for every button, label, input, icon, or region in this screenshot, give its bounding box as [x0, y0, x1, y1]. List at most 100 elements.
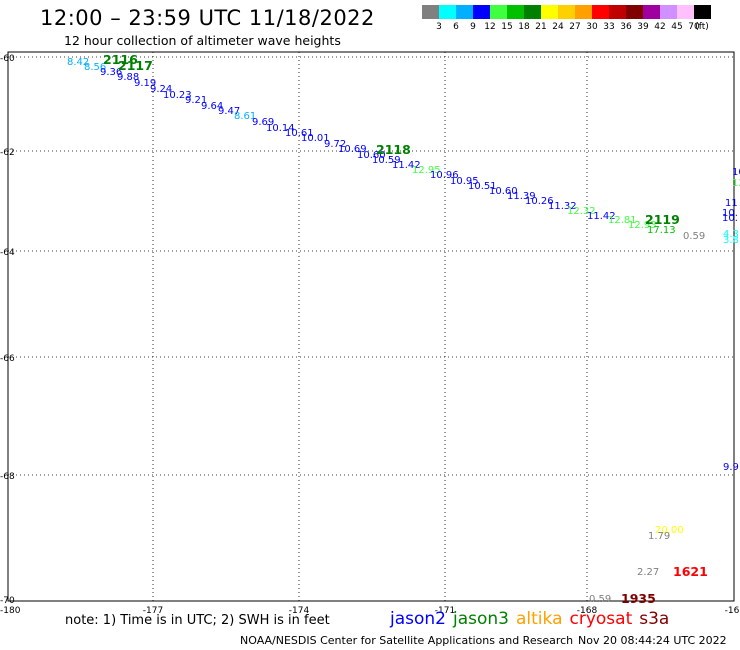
scale-tick-label: 3	[436, 22, 442, 32]
longitude-label: -171	[435, 606, 455, 616]
wave-height-label: 10.61	[285, 128, 314, 139]
wave-height-label: 11.32	[548, 201, 577, 212]
scale-swatch	[558, 5, 575, 19]
wave-height-label: 12.95	[412, 165, 441, 176]
pass-number-label: 1621	[673, 564, 708, 579]
wave-height-label: 10.69	[338, 144, 367, 155]
scale-swatch	[541, 5, 558, 19]
scale-swatch	[507, 5, 524, 19]
longitude-label: -174	[289, 606, 310, 616]
latitude-label: -62	[0, 148, 15, 158]
latitude-label: -66	[0, 354, 15, 364]
wave-height-label: 11.42	[392, 160, 421, 171]
wave-height-label: 9.47	[218, 106, 240, 117]
wave-height-label: 10.26	[525, 196, 554, 207]
scale-tick-label: 70	[688, 22, 700, 32]
longitude-label: -180	[0, 606, 21, 616]
wave-height-label: 9.69	[252, 117, 274, 128]
pass-number-label: 2119	[645, 212, 680, 227]
wave-height-label: 8.42	[67, 57, 89, 68]
wave-height-label: 12.93	[628, 220, 657, 231]
map-subtitle: 12 hour collection of altimeter wave hei…	[64, 33, 341, 48]
wave-height-label: 10.01	[301, 133, 330, 144]
scale-tick-label: 42	[654, 22, 666, 32]
scale-swatch	[643, 5, 660, 19]
scale-tick-label: 18	[518, 22, 530, 32]
map-frame	[7, 51, 735, 602]
wave-height-label: 11	[725, 198, 738, 209]
scale-tick-label: 39	[637, 22, 649, 32]
wave-height-label: 2.27	[637, 567, 659, 578]
wave-height-label: 9.72	[324, 139, 346, 150]
wave-height-label: 10.	[722, 213, 738, 224]
latitude-label: -68	[0, 472, 15, 482]
satellite-name-s3a: s3a	[639, 609, 670, 629]
scale-tick-label: 15	[501, 22, 513, 32]
scale-swatch	[609, 5, 626, 19]
wave-height-label: 9.19	[134, 78, 156, 89]
wave-height-label: 8.56	[84, 62, 106, 73]
wave-height-label: 10.	[722, 208, 738, 219]
longitude-label: -168	[577, 606, 598, 616]
pass-number-label: 2117	[118, 58, 153, 73]
wave-height-label: 11.42	[587, 211, 616, 222]
wave-height-label: 10	[732, 167, 740, 178]
footer-note: note: 1) Time is in UTC; 2) SWH is in fe…	[65, 613, 330, 628]
scale-tick-label: 12	[484, 22, 496, 32]
latitude-label: -70	[0, 596, 15, 606]
wave-height-label: 9.64	[201, 101, 223, 112]
scale-tick-label: 21	[535, 22, 547, 32]
scale-swatch	[490, 5, 507, 19]
wave-height-label: 0.59	[589, 594, 611, 605]
wave-height-label: 10.14	[266, 123, 295, 134]
latitude-label: -64	[0, 248, 15, 258]
wave-height-label: 0.59	[683, 231, 705, 242]
scale-unit: (ft)	[695, 22, 709, 32]
scale-tick-label: 24	[552, 22, 564, 32]
scale-swatch	[524, 5, 541, 19]
scale-tick-label: 27	[569, 22, 581, 32]
generated-timestamp: Nov 20 08:44:24 UTC 2022	[578, 634, 727, 647]
wave-height-label: 9.88	[117, 72, 139, 83]
wave-height-label: 9.36	[100, 67, 122, 78]
wave-height-label: 4.3	[723, 229, 739, 240]
wave-height-label: 17.13	[647, 225, 676, 236]
scale-tick-label: 45	[671, 22, 683, 32]
wave-height-label: 10.23	[163, 90, 192, 101]
satellite-name-jason2: jason2	[390, 609, 446, 629]
wave-height-label: 12	[732, 178, 740, 189]
scale-swatch	[660, 5, 677, 19]
wave-height-label: 11.39	[507, 191, 536, 202]
credit-line: NOAA/NESDIS Center for Satellite Applica…	[240, 634, 574, 647]
latitude-label: -60	[0, 54, 15, 64]
wave-height-label: 10.60	[489, 186, 518, 197]
satellite-legend: jason2 jason3 altika cryosat s3a	[390, 609, 676, 629]
wave-height-label: 1.79	[648, 531, 670, 542]
scale-swatch	[422, 5, 439, 19]
pass-number-label: 2118	[376, 142, 411, 157]
wave-height-label: 3.8	[723, 235, 739, 246]
scale-swatch	[677, 5, 694, 19]
scale-tick-label: 6	[453, 22, 459, 32]
pass-number-label: 1935	[621, 591, 656, 606]
scale-swatch	[473, 5, 490, 19]
scale-tick-label: 30	[586, 22, 598, 32]
scale-swatch	[626, 5, 643, 19]
map-title: 12:00 – 23:59 UTC 11/18/2022	[40, 6, 375, 30]
wave-height-label: 10.95	[450, 176, 479, 187]
wave-height-label: 9.21	[185, 95, 207, 106]
scale-tick-label: 33	[603, 22, 615, 32]
scale-swatch	[694, 5, 711, 19]
wave-height-label: 10.59	[372, 155, 401, 166]
scale-swatch	[575, 5, 592, 19]
satellite-name-cryosat: cryosat	[569, 609, 633, 629]
scale-swatch	[439, 5, 456, 19]
wave-height-label: 10.60	[357, 150, 386, 161]
wave-height-label: 12.32	[567, 206, 596, 217]
scale-swatch	[592, 5, 609, 19]
longitude-label: -177	[143, 606, 163, 616]
scale-tick-label: 36	[620, 22, 632, 32]
scale-tick-label: 9	[470, 22, 476, 32]
wave-height-label: 9.9	[723, 462, 739, 473]
